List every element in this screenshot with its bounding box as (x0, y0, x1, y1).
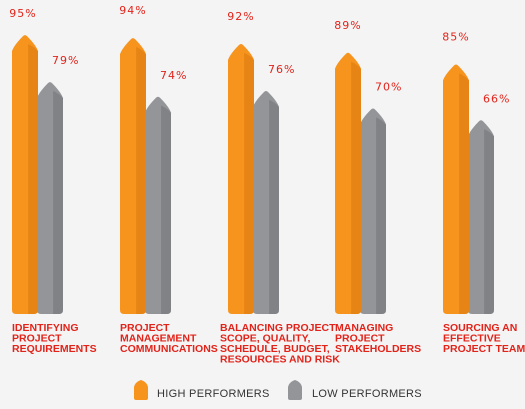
value-label-high-0: 95% (9, 7, 36, 20)
category-label-4-line-1: EFFECTIVE (443, 333, 501, 345)
bar-low-4 (468, 120, 494, 314)
bar-high-2-shade (244, 52, 254, 314)
bar-low-0-shade (53, 90, 63, 314)
bar-low-2 (253, 90, 279, 315)
category-label-1: PROJECT MANAGEMENT COMMUNICATIONS (120, 322, 218, 355)
category-label-1-line-2: COMMUNICATIONS (120, 343, 218, 355)
bar-high-3 (335, 52, 361, 315)
legend-label-high: HIGH PERFORMERS (157, 388, 270, 400)
bar-low-0 (37, 82, 63, 314)
value-label-low-2: 76% (268, 63, 295, 76)
bar-low-3-shade (376, 117, 386, 314)
category-label-0-line-1: PROJECT (12, 333, 62, 345)
category-label-0: IDENTIFYING PROJECT REQUIREMENTS (12, 322, 97, 355)
value-label-high-1: 94% (119, 4, 146, 17)
category-label-0-line-2: REQUIREMENTS (12, 343, 97, 355)
category-label-2-line-1: SCOPE, QUALITY, (220, 333, 311, 345)
value-label-high-3: 89% (334, 19, 361, 32)
bar-low-3 (360, 108, 386, 314)
value-labels-layer: 79% 74% 76% 70% 66% 95% 94% 92% 89% 85% (9, 4, 510, 105)
legend-label-low: LOW PERFORMERS (312, 388, 422, 400)
bar-high-4 (443, 64, 469, 315)
bar-high-0-shade (28, 43, 38, 314)
category-label-1-line-0: PROJECT (120, 322, 170, 334)
category-label-4-line-2: PROJECT TEAM (443, 343, 525, 355)
category-label-1-line-1: MANAGEMENT (120, 333, 197, 345)
bar-high-4-shade (459, 73, 469, 314)
value-label-high-2: 92% (227, 10, 254, 23)
category-label-2-line-2: SCHEDULE, BUDGET, (220, 343, 330, 355)
bar-low-1 (145, 96, 171, 314)
bar-high-1-shade (136, 46, 146, 314)
value-label-low-1: 74% (160, 69, 187, 82)
legend: HIGH PERFORMERS LOW PERFORMERS (134, 380, 422, 400)
legend-swatch-high (134, 380, 148, 400)
category-label-3: MANAGING PROJECT STAKEHOLDERS (335, 322, 421, 355)
category-label-2-line-0: BALANCING PROJECT (220, 322, 336, 334)
value-label-low-0: 79% (52, 54, 79, 67)
value-label-high-4: 85% (442, 31, 469, 44)
category-label-3-line-0: MANAGING (335, 322, 393, 334)
value-label-low-3: 70% (375, 81, 402, 94)
legend-swatch-low (288, 380, 302, 400)
category-label-3-line-2: STAKEHOLDERS (335, 343, 421, 355)
bar-low-2-shade (269, 99, 279, 315)
bar-high-0 (12, 35, 38, 315)
category-label-3-line-1: PROJECT (335, 333, 385, 345)
bar-low-4-shade (484, 129, 494, 314)
category-label-4: SOURCING AN EFFECTIVE PROJECT TEAM (443, 322, 525, 355)
bar-high-2 (228, 43, 254, 314)
bars-layer (12, 35, 494, 315)
category-label-2: BALANCING PROJECT SCOPE, QUALITY, SCHEDULE… (220, 322, 340, 366)
bar-high-1 (120, 38, 146, 315)
category-label-4-line-0: SOURCING AN (443, 322, 517, 334)
bar-high-3-shade (351, 61, 361, 315)
category-label-2-line-3: RESOURCES AND RISK (220, 354, 340, 366)
bar-low-1-shade (161, 105, 171, 314)
value-label-low-4: 66% (483, 92, 510, 105)
category-label-0-line-0: IDENTIFYING (12, 322, 79, 334)
